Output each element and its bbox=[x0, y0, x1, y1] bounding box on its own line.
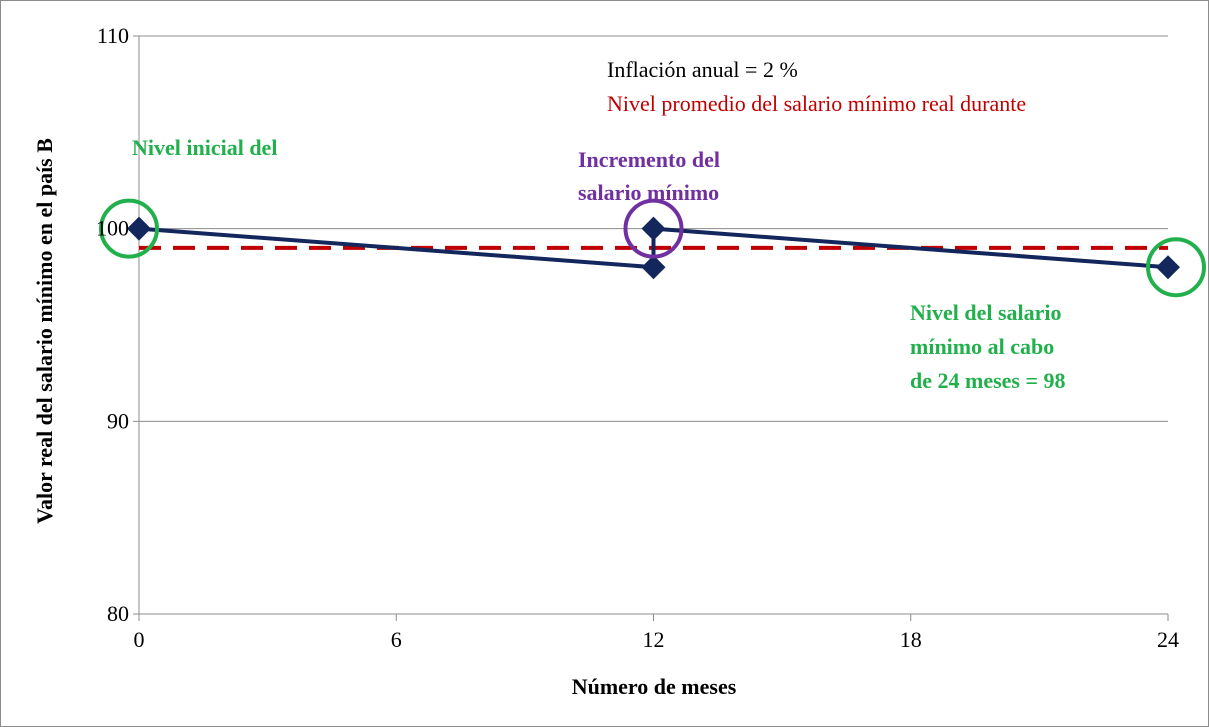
series bbox=[127, 216, 1180, 280]
highlight-circle bbox=[623, 198, 684, 259]
final-level-callout-line3: de 24 meses = 98 bbox=[910, 368, 1066, 393]
data-point-marker bbox=[641, 216, 666, 241]
x-tick-label: 18 bbox=[900, 627, 922, 652]
highlight-circle bbox=[99, 198, 159, 259]
increase-callout-line1: Incremento del bbox=[578, 147, 720, 172]
average-level-note: Nivel promedio del salario mínimo real d… bbox=[607, 91, 1026, 116]
x-tick-label: 24 bbox=[1157, 627, 1179, 652]
y-axis-title: Valor real del salario mínimo en el país… bbox=[32, 138, 57, 524]
y-tick-label: 90 bbox=[107, 408, 129, 433]
highlight-circles bbox=[99, 198, 1206, 298]
data-point-marker bbox=[641, 255, 666, 280]
inflation-note: Inflación anual = 2 % bbox=[607, 57, 798, 82]
final-level-callout-line2: mínimo al cabo bbox=[910, 334, 1054, 359]
highlight-circle bbox=[1146, 237, 1206, 298]
data-point-marker bbox=[1156, 255, 1180, 280]
labels: Número de meses Valor real del salario m… bbox=[32, 23, 1179, 699]
x-axis-title: Número de meses bbox=[572, 674, 737, 699]
data-point-marker bbox=[127, 216, 151, 241]
increase-callout-line2: salario mínimo bbox=[578, 180, 719, 205]
y-tick-label: 100 bbox=[96, 216, 129, 241]
y-tick-label: 80 bbox=[107, 601, 129, 626]
real-minimum-wage-line bbox=[138, 226, 1169, 270]
x-tick-label: 12 bbox=[643, 627, 665, 652]
axes bbox=[133, 35, 1169, 621]
initial-level-callout: Nivel inicial del bbox=[132, 135, 277, 160]
x-tick-label: 6 bbox=[391, 627, 402, 652]
x-tick-label: 0 bbox=[134, 627, 145, 652]
final-level-callout-line1: Nivel del salario bbox=[910, 300, 1062, 325]
y-tick-label: 110 bbox=[97, 23, 129, 48]
